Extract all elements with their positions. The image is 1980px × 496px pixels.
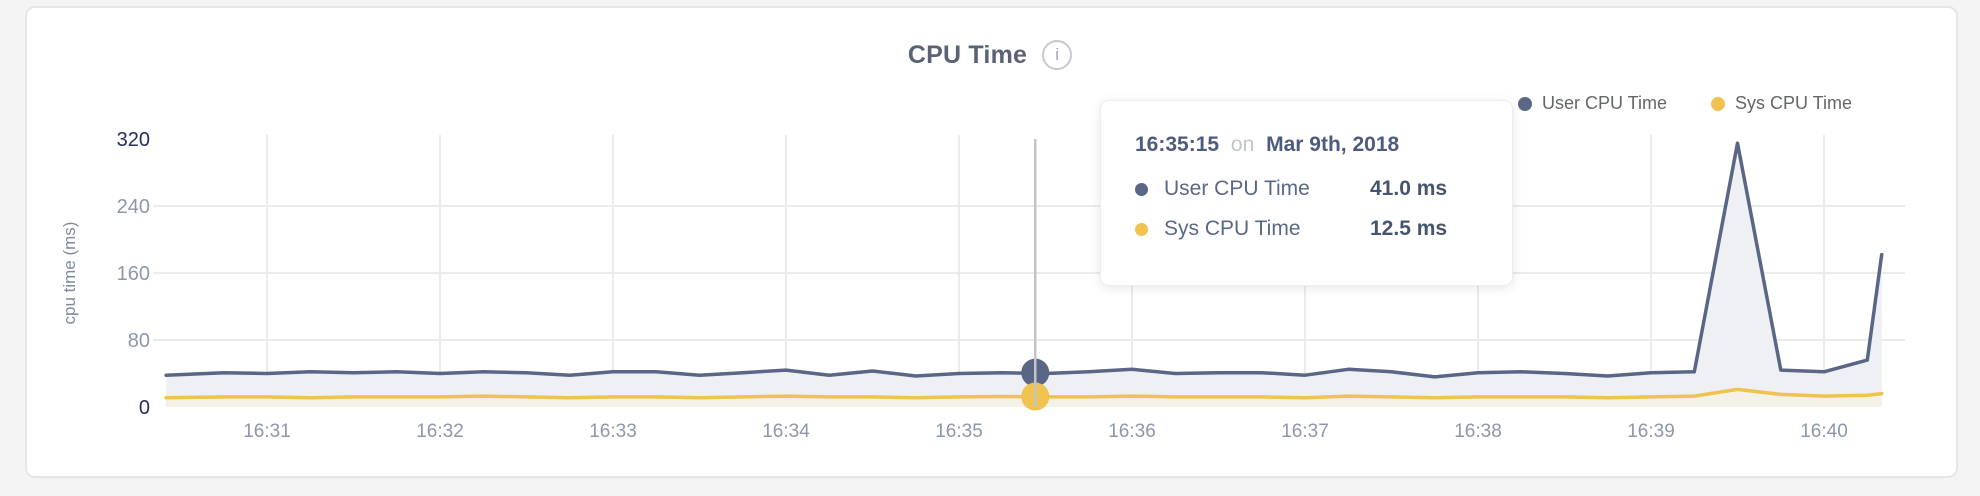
x-axis-labels: 16:31 16:32 16:33 16:34 16:35 16:36 16:37 16:38…	[243, 421, 1848, 442]
x-tick-label: 16:38	[1454, 421, 1502, 442]
tooltip-preposition: on	[1230, 133, 1255, 156]
tooltip-label-user: User CPU Time	[1164, 177, 1310, 200]
legend: User CPU Time Sys CPU Time	[1517, 93, 1852, 114]
x-tick-label: 16:32	[416, 421, 464, 442]
x-tick-label: 16:35	[935, 421, 983, 442]
tooltip-date: Mar 9th, 2018	[1266, 133, 1400, 156]
y-tick-label: 0	[139, 397, 150, 419]
user-cpu-time-line	[164, 141, 1884, 379]
y-tick-label: 320	[117, 129, 150, 151]
legend-label-user: User CPU Time	[1541, 93, 1667, 113]
tooltip-row-user: User CPU Time 41.0 ms	[1135, 169, 1478, 209]
tooltip-row-sys: Sys CPU Time 12.5 ms	[1135, 209, 1478, 249]
y-tick-label: 80	[128, 330, 150, 352]
legend-item-user-cpu-time[interactable]: User CPU Time	[1517, 93, 1667, 114]
tooltip-value-sys: 12.5 ms	[1370, 217, 1448, 240]
user-cpu-time-area	[166, 143, 1882, 407]
hover-crosshair	[1021, 139, 1050, 411]
legend-label-sys: Sys CPU Time	[1734, 93, 1852, 113]
x-tick-label: 16:34	[762, 421, 810, 442]
tooltip-time: 16:35:15	[1135, 133, 1220, 156]
tooltip-label-sys: Sys CPU Time	[1164, 217, 1301, 240]
y-axis-title: cpu time (ms)	[60, 222, 79, 325]
legend-dot-user	[1517, 96, 1532, 111]
tooltip-heading: 16:35:15 on Mar 9th, 2018	[1135, 133, 1478, 157]
hover-tooltip: 16:35:15 on Mar 9th, 2018 User CPU Time …	[1100, 100, 1513, 286]
x-tick-label: 16:36	[1108, 421, 1156, 442]
x-tick-label: 16:39	[1627, 421, 1675, 442]
tooltip-dot-user	[1135, 182, 1148, 196]
y-tick-label: 240	[117, 196, 150, 218]
y-axis-labels: 0 80 160 240 320	[117, 129, 150, 419]
tooltip-value-user: 41.0 ms	[1370, 177, 1448, 200]
info-icon[interactable]: i	[1042, 40, 1073, 70]
x-tick-label: 16:31	[243, 421, 291, 442]
chart-header: CPU Time i	[0, 40, 1980, 70]
legend-dot-sys	[1710, 96, 1725, 111]
x-tick-label: 16:33	[589, 421, 637, 442]
y-tick-label: 160	[117, 263, 150, 285]
x-tick-label: 16:40	[1800, 421, 1848, 442]
legend-item-sys-cpu-time[interactable]: Sys CPU Time	[1710, 93, 1852, 114]
y-axis-title-text: cpu time (ms)	[60, 222, 79, 325]
x-tick-label: 16:37	[1281, 421, 1329, 442]
chart-title: CPU Time	[907, 40, 1028, 69]
tooltip-dot-sys	[1135, 222, 1148, 236]
